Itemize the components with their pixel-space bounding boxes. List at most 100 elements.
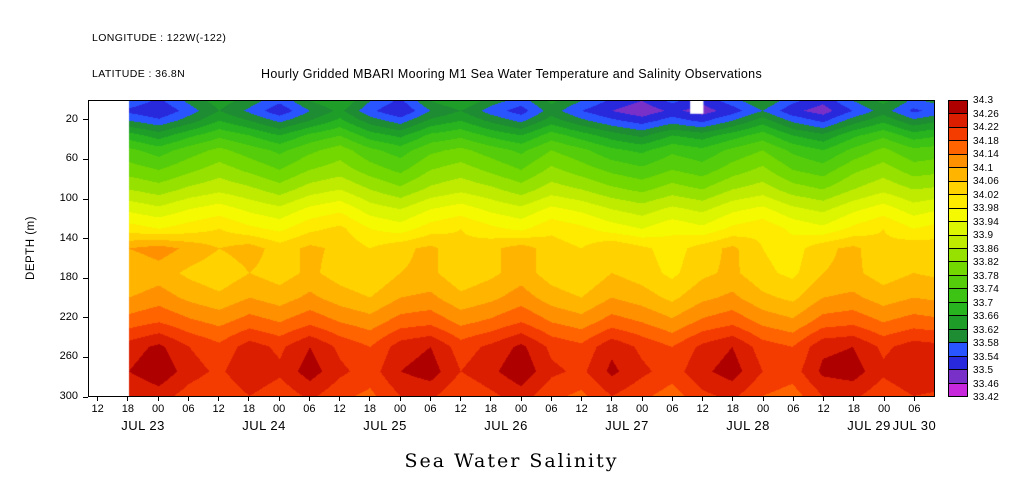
x-tick-label: 12 xyxy=(91,403,104,415)
x-tick-mark xyxy=(732,397,734,401)
x-tick-mark xyxy=(611,397,613,401)
x-tick-mark xyxy=(490,397,492,401)
x-tick-mark xyxy=(339,397,341,401)
x-tick-label: 06 xyxy=(545,403,558,415)
x-day-label: JUL 29 xyxy=(847,418,891,433)
colorbar-cell xyxy=(949,355,967,370)
colorbar-tick-label: 33.9 xyxy=(973,230,994,241)
colorbar-cell xyxy=(949,113,967,127)
header-longitude: LONGITUDE : 122W(-122) xyxy=(92,32,227,44)
x-tick-label: 12 xyxy=(333,403,346,415)
x-tick-label: 00 xyxy=(273,403,286,415)
colorbar-tick-label: 33.62 xyxy=(973,324,1000,336)
x-tick-mark xyxy=(520,397,522,401)
x-tick-label: 06 xyxy=(908,403,921,415)
colorbar-cell xyxy=(949,101,967,114)
x-tick-label: 06 xyxy=(424,403,437,415)
x-tick-label: 00 xyxy=(757,403,770,415)
x-tick-label: 18 xyxy=(847,403,861,415)
colorbar-tick-label: 34.18 xyxy=(973,135,1000,147)
colorbar-cell xyxy=(949,247,967,262)
y-tick-label: 140 xyxy=(59,231,78,244)
x-tick-mark xyxy=(278,397,280,401)
colorbar-cell xyxy=(949,140,967,154)
x-tick-label: 12 xyxy=(817,403,830,415)
x-tick-label: 00 xyxy=(394,403,407,415)
y-axis-title: DEPTH (m) xyxy=(25,216,37,280)
x-tick-mark xyxy=(157,397,159,401)
x-tick-mark xyxy=(248,397,250,401)
colorbar-tick-label: 33.78 xyxy=(973,270,1000,282)
colorbar-tick-label: 34.3 xyxy=(973,95,994,106)
x-tick-mark xyxy=(883,397,885,401)
colorbar-tick-label: 33.66 xyxy=(973,311,1000,322)
colorbar-cell xyxy=(949,369,967,383)
colorbar-cell xyxy=(949,153,967,168)
x-tick-label: 00 xyxy=(878,403,891,415)
x-tick-label: 12 xyxy=(454,403,467,415)
x-tick-mark xyxy=(308,397,310,401)
colorbar-cell xyxy=(949,167,967,181)
x-tick-mark xyxy=(97,397,99,401)
y-tick-mark xyxy=(83,158,88,160)
x-day-label: JUL 27 xyxy=(605,418,649,433)
x-tick-mark xyxy=(702,397,704,401)
y-tick-mark xyxy=(83,119,88,121)
y-tick-label: 220 xyxy=(59,310,78,323)
x-tick-label: 18 xyxy=(605,403,619,415)
colorbar-tick-label: 33.98 xyxy=(973,203,1000,214)
colorbar-tick-label: 33.5 xyxy=(973,365,994,376)
colorbar-tick-label: 34.26 xyxy=(973,108,1000,120)
x-tick-mark xyxy=(581,397,583,401)
colorbar-cell xyxy=(949,274,967,289)
x-tick-label: 06 xyxy=(182,403,195,415)
colorbar-tick-label: 33.42 xyxy=(973,392,1000,403)
y-tick-label: 300 xyxy=(59,390,78,402)
x-tick-mark xyxy=(823,397,825,401)
colorbar-tick-label: 34.02 xyxy=(973,189,1000,201)
y-tick-label: 180 xyxy=(59,271,78,284)
colorbar-cell xyxy=(949,126,967,141)
colorbar-tick-label: 33.7 xyxy=(973,297,994,309)
x-tick-label: 18 xyxy=(363,403,377,415)
colorbar-tick-label: 34.22 xyxy=(973,122,1000,133)
colorbar-cell xyxy=(949,221,967,235)
x-tick-label: 00 xyxy=(152,403,165,415)
footer-label: Sea Water Salinity xyxy=(404,450,619,472)
colorbar-tick-label: 34.1 xyxy=(973,162,994,174)
colorbar-cell xyxy=(949,382,967,396)
x-tick-mark xyxy=(913,397,915,401)
salinity-heatmap xyxy=(89,101,934,396)
colorbar-tick-label: 34.06 xyxy=(973,176,1000,187)
colorbar-cell xyxy=(949,207,967,222)
x-tick-label: 18 xyxy=(726,403,740,415)
x-tick-label: 06 xyxy=(303,403,316,415)
y-tick-mark xyxy=(83,198,88,200)
x-tick-label: 06 xyxy=(787,403,800,415)
x-tick-label: 12 xyxy=(575,403,588,415)
y-tick-mark xyxy=(83,238,88,240)
colorbar-cell xyxy=(949,234,967,248)
colorbar-cell xyxy=(949,180,967,195)
plot-title: Hourly Gridded MBARI Mooring M1 Sea Wate… xyxy=(261,67,762,81)
x-tick-mark xyxy=(429,397,431,401)
x-tick-mark xyxy=(671,397,673,401)
colorbar-cell xyxy=(949,288,967,302)
x-tick-mark xyxy=(762,397,764,401)
y-tick-label: 260 xyxy=(59,350,78,363)
x-tick-label: 18 xyxy=(121,403,135,415)
x-tick-mark xyxy=(369,397,371,401)
colorbar-tick-label: 34.14 xyxy=(973,149,1000,160)
colorbar-cell xyxy=(949,261,967,275)
x-tick-mark xyxy=(187,397,189,401)
y-tick-label: 20 xyxy=(65,112,78,125)
colorbar-cell xyxy=(949,194,967,208)
x-day-label: JUL 26 xyxy=(484,418,528,433)
x-tick-mark xyxy=(641,397,643,401)
x-tick-label: 18 xyxy=(242,403,256,415)
y-tick-mark xyxy=(83,317,88,319)
x-tick-mark xyxy=(460,397,462,401)
x-tick-label: 12 xyxy=(212,403,225,415)
x-day-label: JUL 24 xyxy=(242,418,286,433)
